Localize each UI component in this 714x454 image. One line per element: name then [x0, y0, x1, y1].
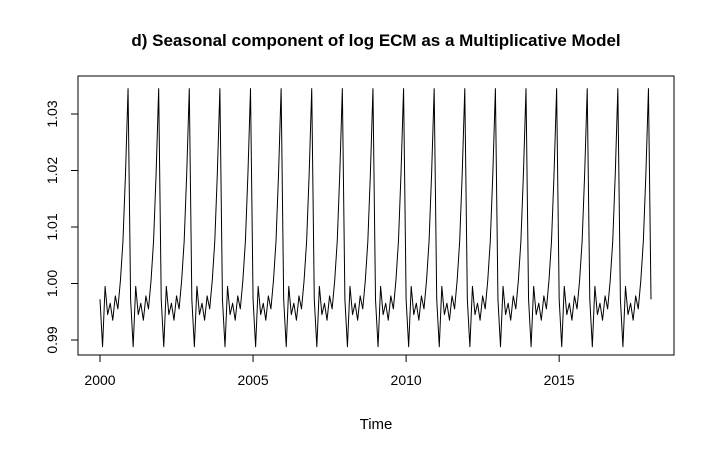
y-tick-label: 1.02 — [44, 157, 60, 184]
chart-title: d) Seasonal component of log ECM as a Mu… — [131, 31, 620, 50]
series-group — [99, 88, 652, 348]
y-axis: 0.99 1.00 1.01 1.02 1.03 — [44, 100, 79, 354]
x-tick-label: 2010 — [391, 372, 422, 388]
x-tick-label: 2000 — [84, 372, 115, 388]
x-tick-label: 2015 — [544, 372, 575, 388]
series-line — [99, 88, 652, 348]
y-tick-label: 1.03 — [44, 100, 60, 127]
y-tick-label: 1.00 — [44, 270, 60, 297]
y-tick-label: 1.01 — [44, 213, 60, 240]
x-axis-label: Time — [360, 416, 393, 433]
y-tick-label: 0.99 — [44, 326, 60, 353]
x-axis: 2000 2005 2010 2015 — [84, 354, 575, 388]
x-tick-label: 2005 — [237, 372, 268, 388]
